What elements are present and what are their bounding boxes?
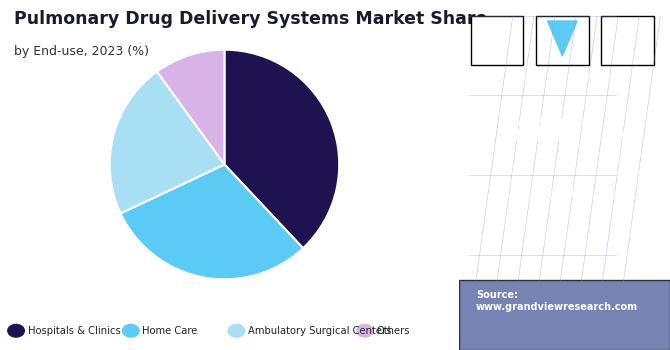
Wedge shape — [224, 50, 339, 248]
Text: Home Care: Home Care — [142, 326, 198, 336]
FancyBboxPatch shape — [459, 280, 670, 350]
Text: GRAND VIEW RESEARCH: GRAND VIEW RESEARCH — [515, 75, 614, 81]
Wedge shape — [157, 50, 224, 164]
Wedge shape — [110, 72, 224, 214]
Text: $53.2B: $53.2B — [502, 118, 627, 148]
Circle shape — [123, 324, 139, 337]
Circle shape — [356, 324, 373, 337]
Wedge shape — [121, 164, 303, 279]
Text: by End-use, 2023 (%): by End-use, 2023 (%) — [14, 46, 149, 58]
FancyBboxPatch shape — [602, 16, 654, 65]
Circle shape — [8, 324, 24, 337]
Text: Pulmonary Drug Delivery Systems Market Share: Pulmonary Drug Delivery Systems Market S… — [14, 10, 487, 28]
Text: Ambulatory Surgical Centers: Ambulatory Surgical Centers — [248, 326, 391, 336]
FancyBboxPatch shape — [536, 16, 589, 65]
Text: Source:
www.grandviewresearch.com: Source: www.grandviewresearch.com — [476, 290, 638, 312]
Text: Global Market Size,
2023: Global Market Size, 2023 — [507, 189, 622, 217]
FancyBboxPatch shape — [470, 16, 523, 65]
Circle shape — [228, 324, 245, 337]
Text: Hospitals & Clinics: Hospitals & Clinics — [27, 326, 121, 336]
Polygon shape — [547, 21, 577, 56]
Text: Others: Others — [377, 326, 410, 336]
